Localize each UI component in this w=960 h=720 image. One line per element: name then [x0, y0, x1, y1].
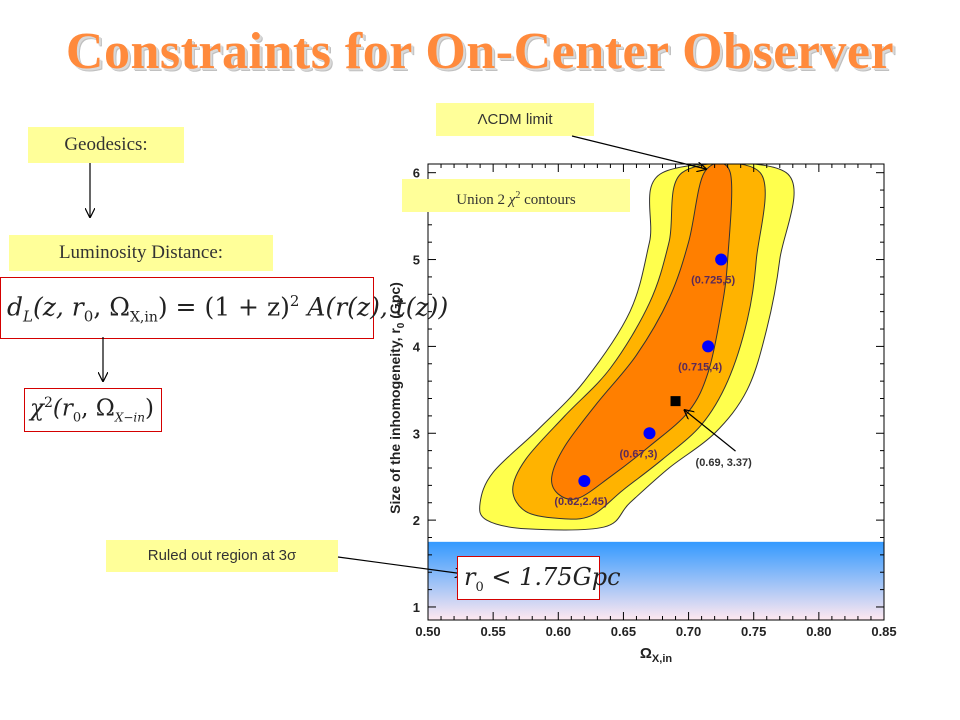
dl-args: (z, r — [32, 292, 84, 322]
data-point — [702, 340, 715, 353]
x-tick-label: 0.70 — [676, 624, 701, 639]
best-fit-marker — [670, 396, 681, 407]
chi-close: ) — [144, 395, 154, 422]
x-axis-label: ΩX,in — [640, 645, 672, 665]
cut-r: r — [464, 563, 476, 591]
data-point — [578, 475, 591, 488]
best-fit-arrow — [685, 410, 736, 452]
x-tick-label: 0.85 — [871, 624, 896, 639]
chi-symbol: χ — [30, 395, 44, 422]
y-tick-label: 3 — [413, 426, 420, 441]
ruled-out-arrow — [337, 556, 464, 574]
chi-omega: , Ω — [81, 395, 115, 422]
luminosity-distance-text: Luminosity Distance: — [58, 242, 224, 263]
dl-omega-subscript: X,in — [129, 309, 158, 326]
dl-r0-subscript: 0 — [83, 307, 94, 326]
y-axis-label: Size of the inhomogeneity, r0 (Gpc) — [387, 282, 407, 514]
data-point — [715, 253, 728, 266]
cut-r0-subscript: 0 — [475, 579, 484, 595]
data-point-label: (0.715,4) — [678, 361, 722, 373]
geodesics-text: Geodesics: — [64, 134, 148, 155]
x-tick-label: 0.55 — [480, 624, 505, 639]
data-point-label: (0.62,2.45) — [554, 496, 608, 508]
lcdm-limit-text: ΛCDM limit — [477, 111, 553, 128]
data-point-label: (0.67,3) — [619, 448, 657, 460]
ruled-out-label: Ruled out region at 3σ — [106, 540, 338, 572]
union2-contours-label: Union 2 χ2 contours — [402, 179, 630, 212]
union2-prefix: Union 2 — [456, 192, 509, 208]
x-tick-label: 0.80 — [806, 624, 831, 639]
union2-sup: 2 — [515, 190, 521, 201]
plot-frame — [427, 163, 885, 621]
chi-omega-subscript: X−in — [114, 410, 145, 425]
dl-subscript: L — [23, 307, 33, 326]
dl-symbol: d — [7, 292, 24, 322]
slide-title: Constraints for On-Center Observer — [65, 23, 895, 80]
x-tick-label: 0.60 — [546, 624, 571, 639]
cut-equation: r0 < 1.75Gpc — [457, 556, 621, 600]
dl-omega: , Ω — [93, 292, 130, 322]
lcdm-arrow — [571, 135, 706, 169]
luminosity-distance-equation: dL(z, r0, ΩX,in) = (1 + z)2 A(r(z), t(z)… — [0, 277, 448, 339]
x-tick-label: 0.75 — [741, 624, 766, 639]
y-tick-label: 1 — [413, 600, 420, 615]
union2-chi: χ — [508, 192, 516, 208]
chi-r0-subscript: 0 — [72, 410, 82, 426]
geodesics-label: Geodesics: — [28, 127, 184, 163]
ruled-out-text: Ruled out region at 3σ — [147, 547, 297, 564]
x-tick-label: 0.65 — [611, 624, 636, 639]
x-tick-label: 0.50 — [415, 624, 440, 639]
dl-square: 2 — [289, 292, 300, 310]
cut-rest: < 1.75Gpc — [483, 563, 621, 591]
union2-suffix: contours — [520, 192, 576, 208]
best-fit-label: (0.69, 3.37) — [696, 457, 753, 469]
dl-tail: A(r(z), t(z)) — [299, 292, 449, 322]
luminosity-distance-label: Luminosity Distance: — [9, 235, 273, 271]
y-tick-label: 5 — [413, 253, 420, 268]
contour-inner — [551, 164, 733, 500]
data-point-label: (0.725,5) — [691, 275, 735, 287]
y-tick-label: 4 — [413, 339, 421, 354]
y-tick-label: 6 — [413, 166, 420, 181]
lcdm-limit-label: ΛCDM limit — [436, 103, 594, 136]
chi-superscript: 2 — [43, 395, 53, 411]
chi-squared-equation: χ2(r0, ΩX−in) — [24, 388, 162, 432]
data-point — [643, 427, 656, 440]
chi-args: (r — [52, 395, 73, 422]
y-tick-label: 2 — [413, 513, 420, 528]
dl-rhs: ) = (1 + z) — [157, 292, 290, 322]
